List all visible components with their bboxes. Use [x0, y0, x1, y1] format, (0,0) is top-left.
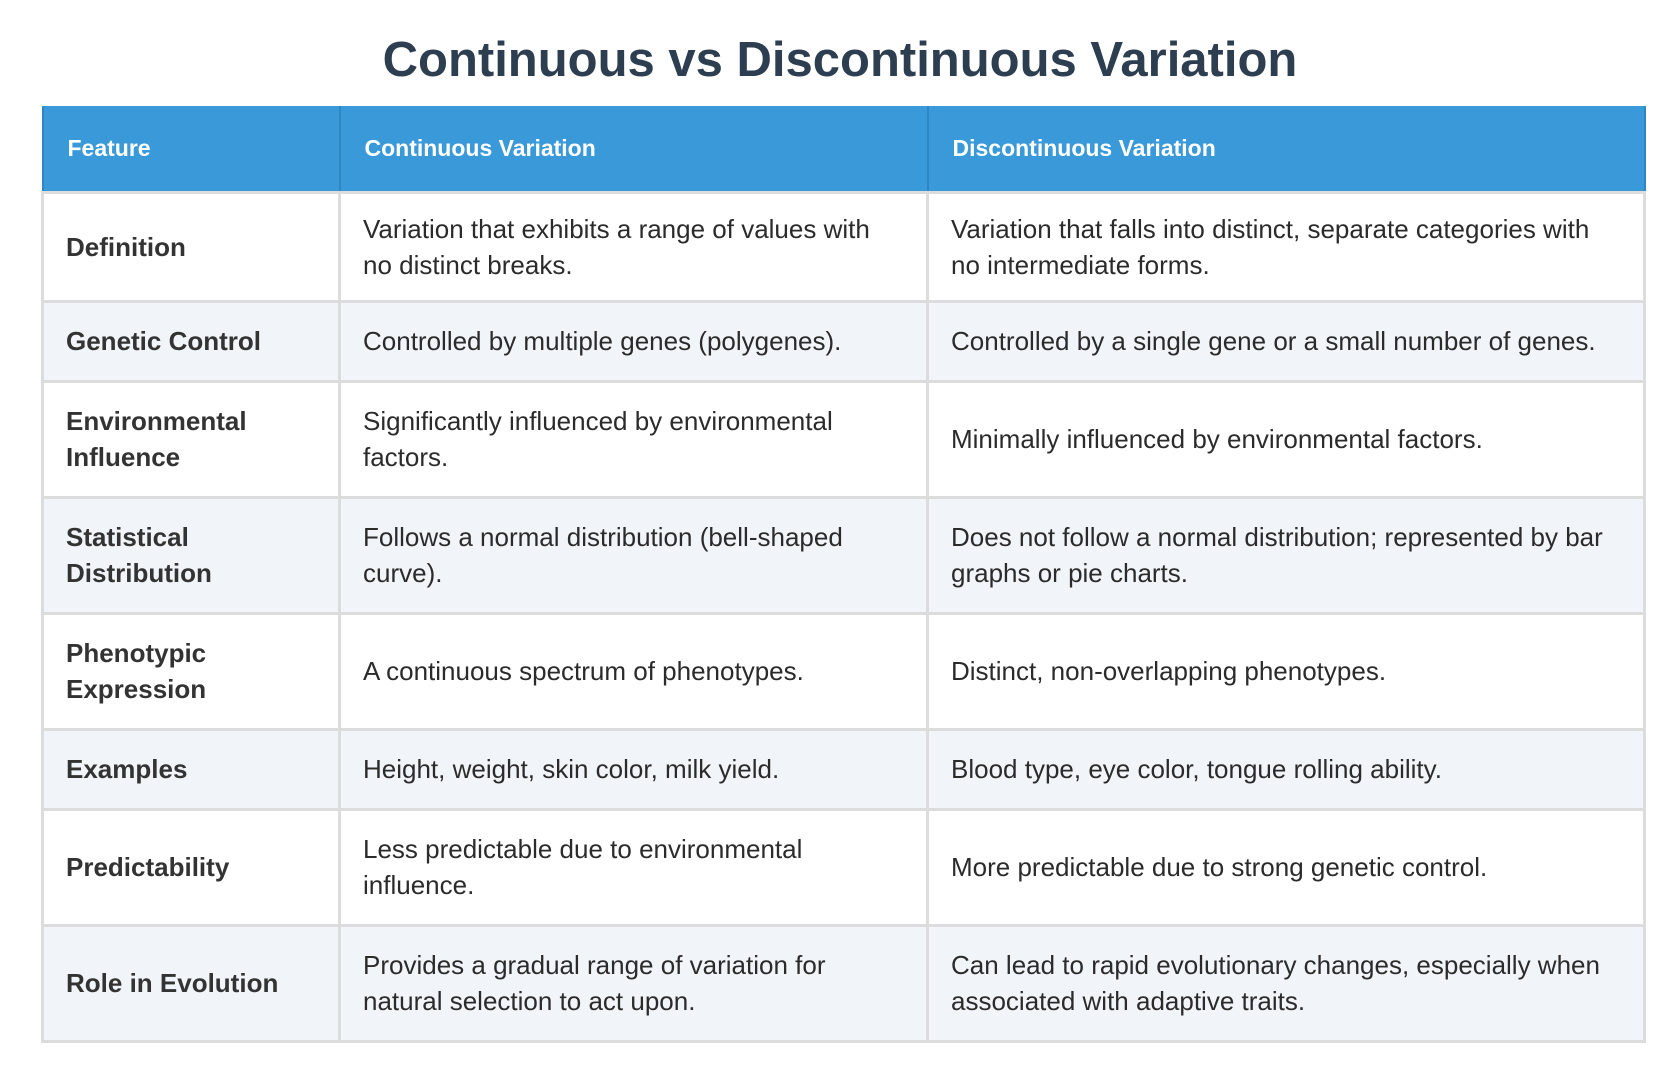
row-discontinuous-cell: More predictable due to strong genetic c… [926, 807, 1646, 927]
row-feature-cell: Predictability [41, 807, 341, 927]
row-feature-cell: Definition [41, 190, 341, 303]
row-feature-cell: Environmental Influence [41, 379, 341, 499]
table-header: Feature Continuous Variation Discontinuo… [41, 106, 1646, 192]
header-feature: Feature [41, 106, 341, 192]
row-continuous-cell: Provides a gradual range of variation fo… [338, 923, 929, 1043]
page-title: Continuous vs Discontinuous Variation [382, 33, 1298, 87]
header-row: Feature Continuous Variation Discontinuo… [41, 106, 1646, 192]
table-row: Predictability Less predictable due to e… [41, 807, 1646, 927]
row-continuous-cell: Height, weight, skin color, milk yield. [338, 727, 929, 811]
table-body: Definition Variation that exhibits a ran… [41, 190, 1646, 1043]
row-continuous-cell: Follows a normal distribution (bell-shap… [338, 495, 929, 615]
table-row: Statistical Distribution Follows a norma… [41, 495, 1646, 615]
row-continuous-cell: Controlled by multiple genes (polygenes)… [338, 299, 929, 383]
table-row: Genetic Control Controlled by multiple g… [41, 299, 1646, 383]
comparison-table: Feature Continuous Variation Discontinuo… [41, 106, 1646, 1043]
table-row: Definition Variation that exhibits a ran… [41, 190, 1646, 303]
row-discontinuous-cell: Blood type, eye color, tongue rolling ab… [926, 727, 1646, 811]
row-continuous-cell: Variation that exhibits a range of value… [338, 190, 929, 303]
row-feature-cell: Genetic Control [41, 299, 341, 383]
row-discontinuous-cell: Can lead to rapid evolutionary changes, … [926, 923, 1646, 1043]
row-discontinuous-cell: Variation that falls into distinct, sepa… [926, 190, 1646, 303]
table-row: Role in Evolution Provides a gradual ran… [41, 923, 1646, 1043]
table-row: Environmental Influence Significantly in… [41, 379, 1646, 499]
table-row: Examples Height, weight, skin color, mil… [41, 727, 1646, 811]
row-feature-cell: Statistical Distribution [41, 495, 341, 615]
row-discontinuous-cell: Distinct, non-overlapping phenotypes. [926, 611, 1646, 731]
row-feature-cell: Role in Evolution [41, 923, 341, 1043]
row-continuous-cell: A continuous spectrum of phenotypes. [338, 611, 929, 731]
row-discontinuous-cell: Minimally influenced by environmental fa… [926, 379, 1646, 499]
row-continuous-cell: Less predictable due to environmental in… [338, 807, 929, 927]
row-feature-cell: Examples [41, 727, 341, 811]
row-discontinuous-cell: Does not follow a normal distribution; r… [926, 495, 1646, 615]
row-continuous-cell: Significantly influenced by environmenta… [338, 379, 929, 499]
row-discontinuous-cell: Controlled by a single gene or a small n… [926, 299, 1646, 383]
header-discontinuous: Discontinuous Variation [926, 106, 1646, 192]
header-continuous: Continuous Variation [338, 106, 929, 192]
table-row: Phenotypic Expression A continuous spect… [41, 611, 1646, 731]
row-feature-cell: Phenotypic Expression [41, 611, 341, 731]
